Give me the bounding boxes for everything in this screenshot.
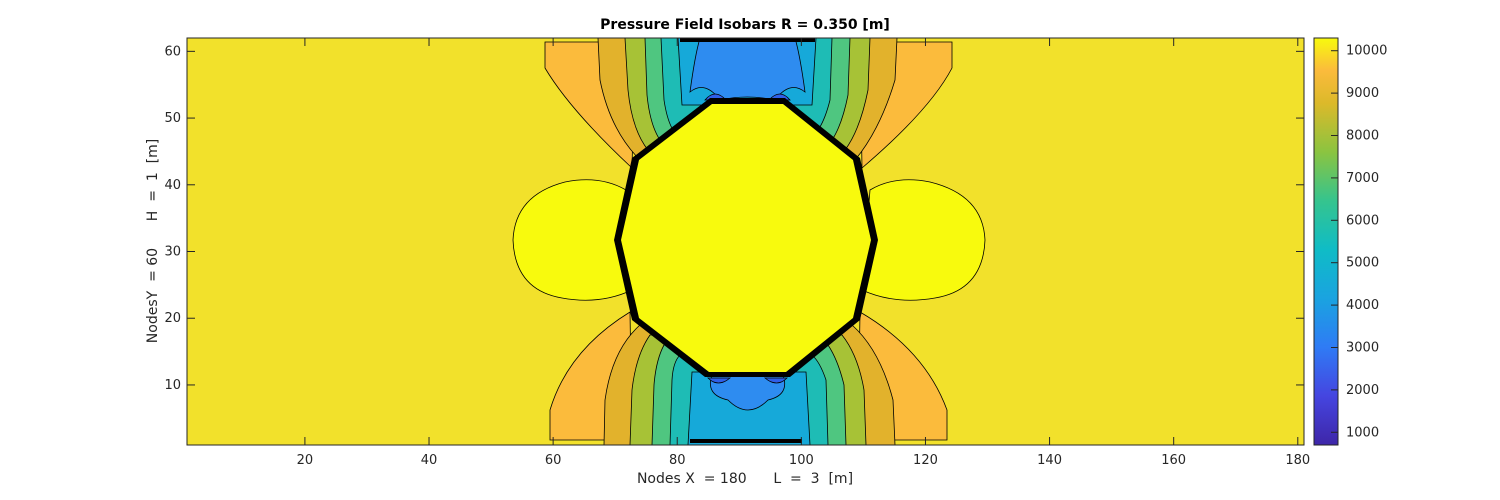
y-tick-label: 50 (164, 111, 181, 126)
x-tick-label: 80 (669, 453, 686, 468)
x-tick-label: 60 (545, 453, 562, 468)
x-tick-label: 140 (1037, 453, 1062, 468)
colorbar-tick-label: 7000 (1346, 171, 1379, 186)
colorbar-tick-label: 3000 (1346, 340, 1379, 355)
colorbar-tick-label: 8000 (1346, 129, 1379, 144)
colorbar-tick-label: 10000 (1346, 44, 1387, 59)
plot-area (187, 38, 1304, 445)
x-axis-ticks: 20 40 60 80 100 120 140 160 180 (297, 38, 1310, 468)
x-tick-label: 120 (913, 453, 938, 468)
colorbar-tick-label: 4000 (1346, 298, 1379, 313)
y-tick-label: 30 (164, 245, 181, 260)
y-tick-label: 20 (164, 311, 181, 326)
axes-frame (186, 37, 1305, 446)
colorbar-tick-label: 6000 (1346, 213, 1379, 228)
y-tick-label: 60 (164, 44, 181, 59)
y-axis-label: NodesY = 60 H = 1 [m] (145, 139, 161, 343)
colorbar-ticks: 1000 2000 3000 4000 5000 6000 7000 8000 9000 1000… (1331, 44, 1387, 440)
x-axis-label: Nodes X = 180 L = 3 [m] (637, 471, 853, 487)
colorbar-tick-label: 1000 (1346, 425, 1379, 440)
colorbar (1313, 37, 1339, 446)
y-tick-label: 10 (164, 378, 181, 393)
bubble-left (512, 179, 633, 301)
chart-title: Pressure Field Isobars R = 0.350 [m] (600, 17, 890, 33)
colorbar-tick-label: 9000 (1346, 86, 1379, 101)
bubble-right (861, 179, 986, 301)
x-tick-label: 160 (1161, 453, 1186, 468)
bottom-wall-strip (690, 439, 802, 443)
x-tick-label: 180 (1285, 453, 1310, 468)
x-tick-label: 20 (297, 453, 314, 468)
colorbar-tick-label: 2000 (1346, 383, 1379, 398)
y-tick-label: 40 (164, 178, 181, 193)
x-tick-label: 40 (421, 453, 438, 468)
top-wall-strip (680, 38, 815, 42)
obstacle (621, 104, 871, 372)
colorbar-tick-label: 5000 (1346, 256, 1379, 271)
x-tick-label: 100 (789, 453, 814, 468)
y-axis-ticks: 10 20 30 40 50 60 (164, 44, 1304, 393)
